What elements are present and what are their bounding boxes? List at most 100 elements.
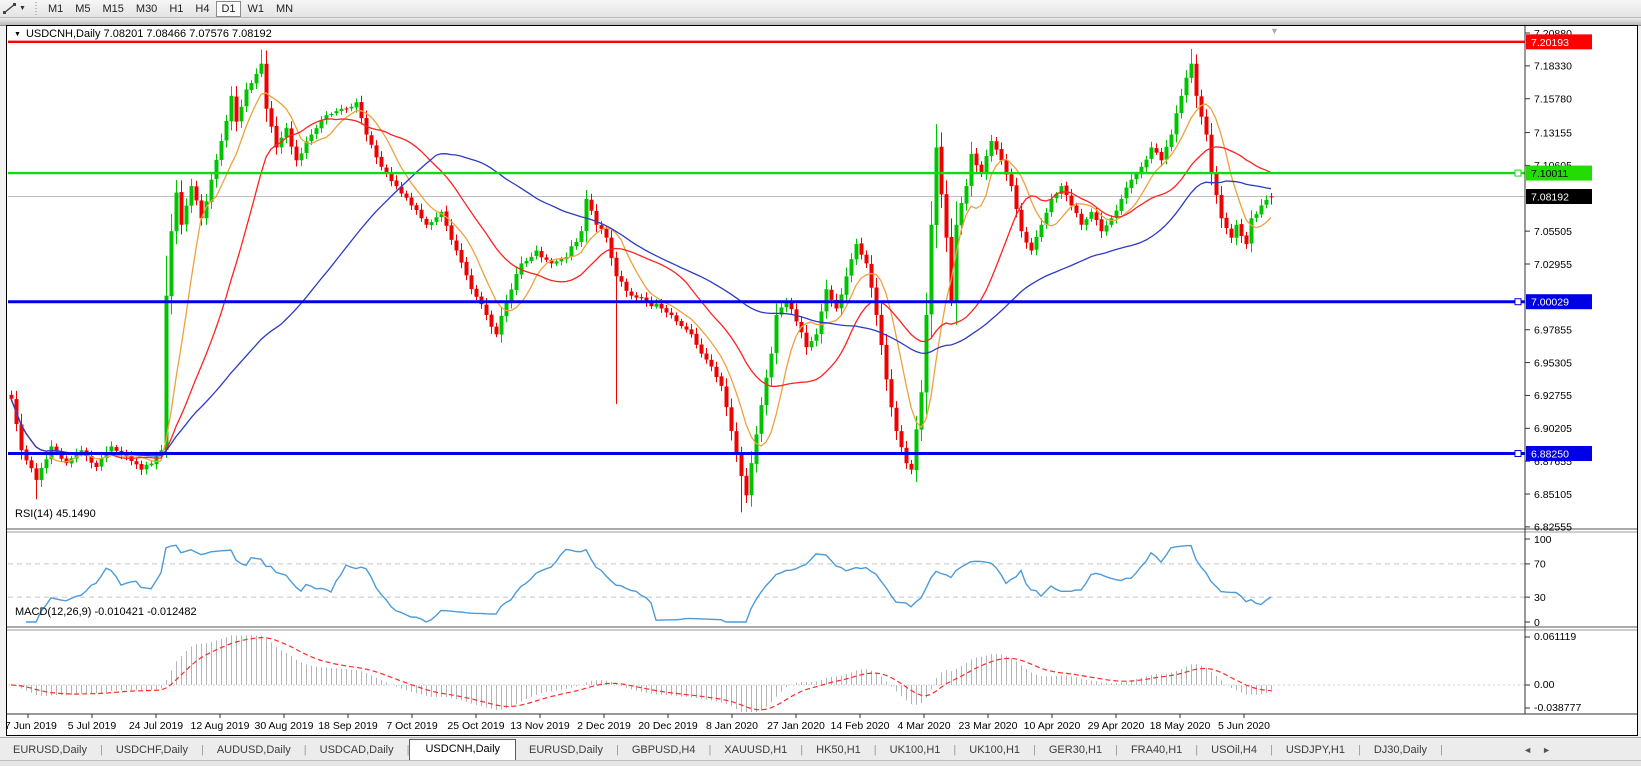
chart-tab-usoil-h4[interactable]: USOil,H4: [1211, 744, 1257, 756]
chart-tab-audusd-daily[interactable]: AUDUSD,Daily: [216, 744, 291, 756]
candlestick: [999, 149, 1004, 161]
timeframe-button-m5[interactable]: M5: [75, 2, 91, 15]
date-axis-label: 18 May 2020: [1150, 720, 1211, 732]
candlestick: [219, 140, 224, 160]
candlestick: [149, 463, 154, 466]
price-axis-label: 6.90205: [1534, 423, 1572, 435]
candlestick: [244, 89, 249, 107]
candlestick: [354, 102, 359, 108]
candlestick: [274, 125, 279, 148]
chart-tab-hk50-h1[interactable]: HK50,H1: [816, 744, 861, 756]
timeframe-button-h1[interactable]: H1: [169, 2, 184, 15]
candlestick: [1074, 205, 1079, 214]
chart-tab-ger30-h1[interactable]: GER30,H1: [1048, 744, 1103, 756]
chart-tab-xauusd-h1[interactable]: XAUUSD,H1: [724, 744, 788, 756]
tab-separator: |: [708, 744, 712, 756]
chart-tab-usdjpy-h1[interactable]: USDJPY,H1: [1285, 744, 1345, 756]
chart-shift-marker-icon[interactable]: ▼: [1270, 26, 1279, 36]
chart-canvas[interactable]: 7.208807.183307.157807.131557.106057.055…: [7, 26, 1637, 735]
chart-tab-usdchf-daily[interactable]: USDCHF,Daily: [115, 744, 188, 756]
chart-tab-usdcnh-daily[interactable]: USDCNH,Daily: [409, 739, 517, 760]
candlestick: [1094, 212, 1099, 221]
tab-scroll-left-icon[interactable]: ◄: [1523, 745, 1533, 755]
candlestick: [1009, 174, 1014, 187]
candlestick: [124, 454, 129, 457]
candlestick: [969, 153, 974, 186]
candlestick: [294, 146, 299, 161]
chart-tab-dj30-daily[interactable]: DJ30,Daily: [1373, 744, 1428, 756]
timeframe-button-m1[interactable]: M1: [47, 2, 64, 15]
candlestick: [94, 462, 99, 468]
tab-nav: ◄ ►: [1523, 745, 1551, 760]
candlestick: [99, 458, 104, 467]
candlestick: [754, 434, 759, 464]
chart-tab-uk100-h1[interactable]: UK100,H1: [889, 744, 941, 756]
tab-separator: |: [303, 744, 307, 756]
candlestick: [1159, 151, 1164, 161]
trendline-cursor-icon[interactable]: [2, 2, 18, 16]
rsi-line: [26, 544, 1272, 623]
candlestick: [454, 240, 459, 251]
timeframe-button-m15[interactable]: M15: [102, 2, 124, 15]
tab-separator: |: [1440, 744, 1443, 756]
candlestick: [74, 452, 79, 459]
candlestick: [869, 263, 874, 288]
price-axis-label: 7.13155: [1534, 127, 1572, 139]
chart-tab-fra40-h1[interactable]: FRA40,H1: [1130, 744, 1183, 756]
candlestick: [739, 453, 744, 477]
candlestick: [229, 95, 234, 122]
candlestick: [1174, 113, 1179, 135]
candlestick: [164, 295, 169, 450]
rsi-axis-label: 0: [1534, 617, 1540, 629]
candlestick: [569, 246, 574, 257]
price-badge-label: 7.20193: [1531, 37, 1569, 49]
ma-fast-line: [10, 92, 1272, 463]
date-axis-label: 5 Jul 2019: [68, 720, 117, 732]
candlestick: [1144, 159, 1149, 168]
candlestick: [194, 186, 199, 201]
candlestick: [394, 180, 399, 187]
candlestick: [139, 464, 144, 470]
cursor-dropdown-icon[interactable]: ▼: [19, 5, 26, 12]
chart-tab-uk100-h1[interactable]: UK100,H1: [969, 744, 1021, 756]
timeframe-button-m30[interactable]: M30: [135, 2, 158, 15]
timeframe-button-d1[interactable]: D1: [216, 0, 241, 17]
tab-scroll-right-icon[interactable]: ►: [1542, 745, 1551, 755]
candlestick: [679, 321, 684, 327]
candlestick: [589, 199, 594, 211]
candlestick: [1154, 148, 1159, 153]
candlestick: [44, 459, 49, 469]
candlestick: [1259, 205, 1264, 215]
price-badge: [1526, 34, 1592, 50]
candlestick: [329, 114, 334, 116]
candlestick: [994, 141, 999, 150]
candlestick: [1034, 236, 1039, 250]
chart-tab-gbpusd-h4[interactable]: GBPUSD,H4: [631, 744, 696, 756]
candlestick: [1204, 116, 1209, 135]
candlestick: [404, 193, 409, 198]
candlestick: [414, 205, 419, 211]
timeframe-button-w1[interactable]: W1: [247, 2, 265, 15]
chart-tab-eurusd-daily[interactable]: EURUSD,Daily: [13, 744, 87, 756]
chart-tab-eurusd-daily[interactable]: EURUSD,Daily: [529, 744, 603, 756]
candlestick: [669, 312, 674, 315]
candlestick: [964, 186, 969, 204]
tab-separator: |: [800, 744, 804, 756]
price-badge: [1526, 189, 1592, 205]
candlestick: [1059, 186, 1064, 194]
candlestick: [949, 236, 954, 303]
candlestick: [489, 314, 494, 327]
candlestick: [1089, 211, 1094, 219]
timeframe-button-h4[interactable]: H4: [195, 2, 210, 15]
candlestick: [559, 258, 564, 262]
candlestick: [939, 146, 944, 195]
candlestick: [734, 431, 739, 455]
chart-tab-usdcad-daily[interactable]: USDCAD,Daily: [319, 744, 394, 756]
candlestick: [1129, 179, 1134, 189]
candlestick: [314, 128, 319, 134]
date-axis-label: 29 Apr 2020: [1088, 720, 1145, 732]
candlestick: [384, 167, 389, 173]
candlestick: [1264, 199, 1269, 205]
collapse-icon[interactable]: ▼: [14, 30, 21, 38]
timeframe-button-mn[interactable]: MN: [276, 2, 294, 15]
